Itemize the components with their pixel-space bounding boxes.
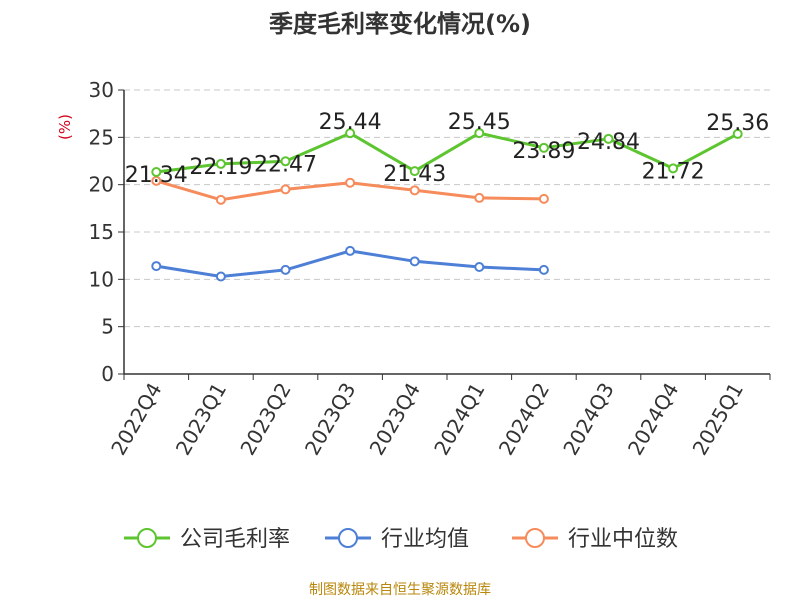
x-tick-label: 2023Q3 <box>300 379 360 460</box>
data-point[interactable] <box>668 163 679 174</box>
source-note: 制图数据来自恒生聚源数据库 <box>309 582 491 598</box>
legend-marker <box>137 528 157 548</box>
data-point[interactable] <box>280 264 291 275</box>
data-point[interactable] <box>538 142 549 153</box>
series-line <box>156 131 739 174</box>
axes-layer: 0 5 10 15 20 25 30 2022Q4 2023Q1 2023Q2 2023Q3 2023… <box>89 78 771 460</box>
x-tick-label: 2024Q1 <box>429 379 489 460</box>
data-point[interactable] <box>151 166 162 177</box>
x-tick-label: 2024Q2 <box>494 379 554 460</box>
data-point[interactable] <box>345 128 356 139</box>
data-point[interactable] <box>215 158 226 169</box>
data-label: 22.47 <box>254 152 317 177</box>
x-tick-label: 2022Q4 <box>106 379 166 460</box>
chart-title: 季度毛利率变化情况(%) <box>269 10 531 38</box>
series-0 <box>151 128 743 177</box>
data-label: 24.84 <box>577 130 640 155</box>
y-axis-label: (%) <box>56 114 74 140</box>
data-label: 25.45 <box>448 110 511 135</box>
y-tick-label: 20 <box>89 173 114 197</box>
y-tick-label: 15 <box>89 220 114 244</box>
grid-layer <box>124 89 770 328</box>
legend-marker <box>525 528 545 548</box>
legend-label: 行业均值 <box>381 527 469 552</box>
data-point[interactable] <box>280 156 291 167</box>
data-point[interactable] <box>151 261 162 272</box>
data-point[interactable] <box>409 256 420 267</box>
x-tick-label: 2024Q4 <box>623 379 683 460</box>
data-point[interactable] <box>474 192 485 203</box>
data-point[interactable] <box>345 245 356 256</box>
data-label: 21.72 <box>642 159 705 184</box>
data-point[interactable] <box>215 271 226 282</box>
data-point[interactable] <box>474 262 485 273</box>
legend-item[interactable]: 公司毛利率 <box>124 527 290 552</box>
data-point[interactable] <box>538 264 549 275</box>
data-point[interactable] <box>732 128 743 139</box>
data-point[interactable] <box>538 193 549 204</box>
y-tick-label: 5 <box>101 315 114 339</box>
legend-marker <box>338 528 358 548</box>
data-point[interactable] <box>215 194 226 205</box>
data-label: 23.89 <box>512 139 575 164</box>
x-tick-label: 2023Q1 <box>171 379 231 460</box>
data-point[interactable] <box>409 185 420 196</box>
y-tick-label: 0 <box>101 362 114 386</box>
y-tick-label: 25 <box>89 125 114 149</box>
data-point[interactable] <box>474 128 485 139</box>
legend-item[interactable]: 行业均值 <box>325 527 469 552</box>
x-tick-label: 2024Q3 <box>558 379 618 460</box>
data-point[interactable] <box>409 166 420 177</box>
data-label: 22.19 <box>189 155 252 180</box>
legend-label: 公司毛利率 <box>180 527 290 552</box>
data-label: 25.44 <box>319 110 382 135</box>
x-tick-label: 2023Q2 <box>235 379 295 460</box>
data-point[interactable] <box>603 133 614 144</box>
series-1 <box>151 245 549 282</box>
x-tick-label: 2023Q4 <box>365 379 425 460</box>
y-tick-label: 10 <box>89 267 114 291</box>
series-2 <box>151 175 549 205</box>
series-layer <box>151 128 743 282</box>
legend-item[interactable]: 行业中位数 <box>512 527 678 552</box>
legend-label: 行业中位数 <box>568 527 678 552</box>
data-point[interactable] <box>345 177 356 188</box>
y-tick-label: 30 <box>89 78 114 102</box>
data-label: 21.43 <box>383 162 446 187</box>
x-tick-label: 2025Q1 <box>688 379 748 460</box>
data-label: 21.34 <box>125 163 188 188</box>
legend[interactable]: 公司毛利率 行业均值 行业中位数 <box>124 527 678 552</box>
data-label: 25.36 <box>706 111 769 136</box>
data-point[interactable] <box>280 184 291 195</box>
